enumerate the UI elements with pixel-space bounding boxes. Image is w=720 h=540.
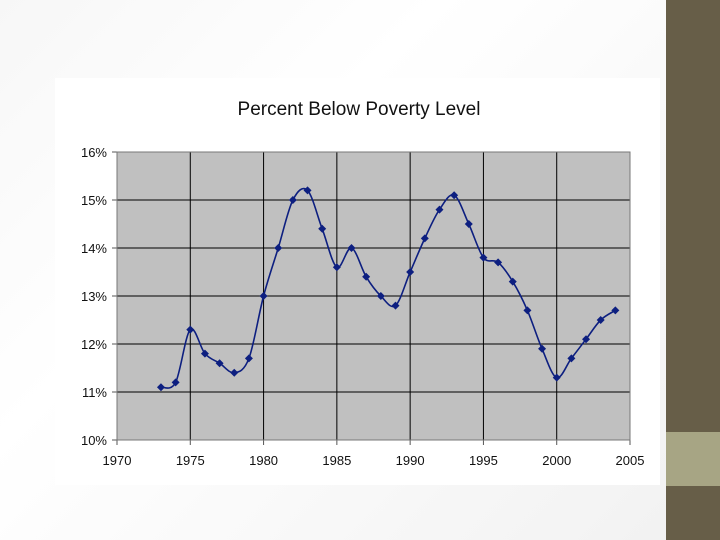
data-point-marker xyxy=(406,268,415,276)
axes xyxy=(112,151,631,445)
data-point-marker xyxy=(376,292,385,300)
data-point-marker xyxy=(479,253,488,262)
data-point-marker xyxy=(611,306,620,315)
plot-border xyxy=(116,151,631,441)
y-tick-label: 12% xyxy=(81,337,107,352)
tick-labels: 10% 11% 12% 13% 14% 15% 16% 1970 1975 1980 1985 199… xyxy=(81,145,644,468)
data-point-marker xyxy=(582,335,591,344)
data-point-marker xyxy=(200,349,209,358)
sidebar-accent-block xyxy=(666,432,720,486)
line-chart: Percent Below Poverty Level 10% 11% 12% 13%… xyxy=(81,99,644,468)
y-tick-label: 13% xyxy=(81,289,107,304)
x-tick-label: 1990 xyxy=(396,453,425,468)
chart-panel: Percent Below Poverty Level 10% 11% 12% 13%… xyxy=(55,78,660,485)
data-point-marker xyxy=(244,354,253,363)
data-point-marker xyxy=(156,383,165,392)
data-point-marker xyxy=(391,301,400,310)
x-tick-label: 1985 xyxy=(322,453,351,468)
data-point-marker xyxy=(230,368,239,377)
y-tick-label: 14% xyxy=(81,241,107,256)
x-tick-label: 2000 xyxy=(542,453,571,468)
data-point-marker xyxy=(259,292,268,300)
data-point-marker xyxy=(420,234,429,243)
data-point-marker xyxy=(347,244,356,252)
data-point-marker xyxy=(552,373,561,382)
data-point-marker xyxy=(332,263,341,272)
data-series xyxy=(156,186,620,392)
data-point-marker xyxy=(362,272,371,281)
data-point-marker xyxy=(215,359,224,368)
data-point-marker xyxy=(303,186,312,195)
y-tick-label: 10% xyxy=(81,433,107,448)
data-point-marker xyxy=(186,325,195,334)
data-point-marker xyxy=(318,224,327,233)
data-point-marker xyxy=(567,354,576,363)
data-point-marker xyxy=(171,378,180,387)
y-tick-label: 16% xyxy=(81,145,107,160)
x-tick-label: 2005 xyxy=(616,453,645,468)
y-tick-label: 15% xyxy=(81,193,107,208)
data-point-marker xyxy=(274,244,283,252)
data-point-marker xyxy=(435,205,444,214)
y-tick-label: 11% xyxy=(82,385,107,400)
data-point-marker xyxy=(538,344,547,353)
data-point-marker xyxy=(596,316,605,324)
data-point-marker xyxy=(523,306,532,315)
data-point-marker xyxy=(464,220,473,228)
data-point-marker xyxy=(508,277,517,286)
data-point-marker xyxy=(288,196,297,204)
x-tick-label: 1995 xyxy=(469,453,498,468)
x-tick-label: 1980 xyxy=(249,453,278,468)
chart-title: Percent Below Poverty Level xyxy=(238,99,481,120)
x-tick-label: 1970 xyxy=(103,453,132,468)
x-tick-label: 1975 xyxy=(176,453,205,468)
data-point-marker xyxy=(494,258,503,267)
data-point-marker xyxy=(450,191,459,200)
